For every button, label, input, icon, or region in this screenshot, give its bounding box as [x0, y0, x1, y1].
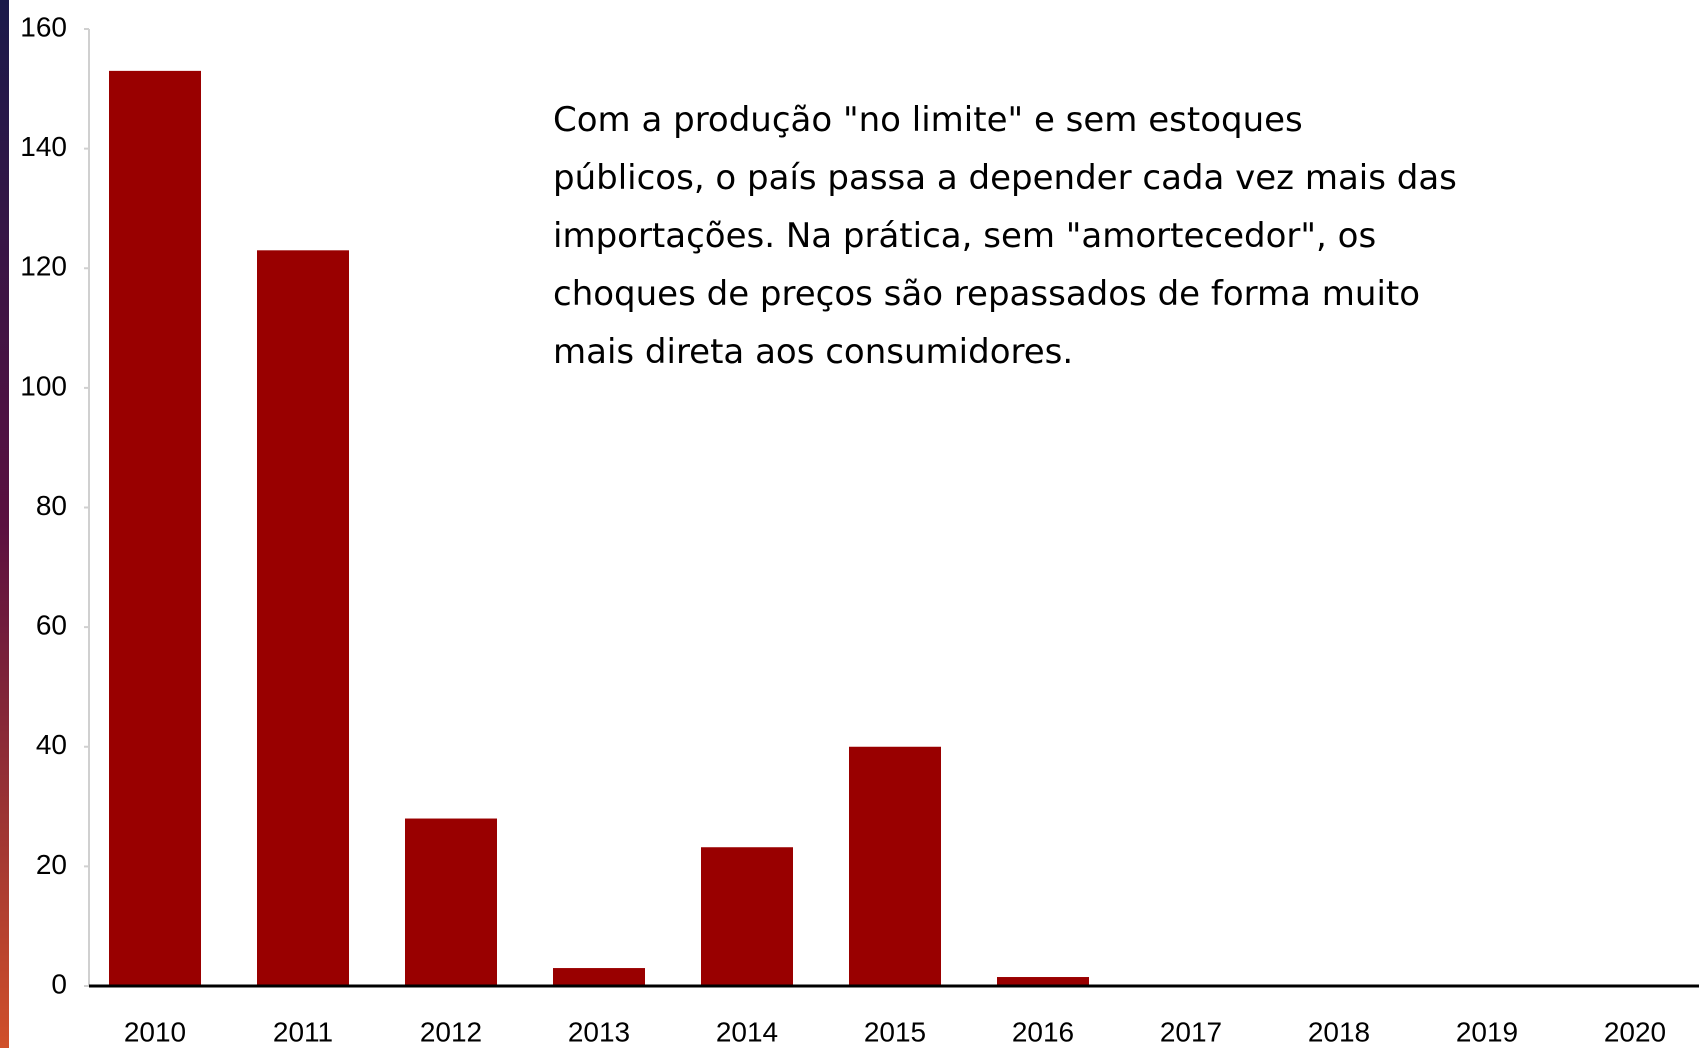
edge-strip [0, 0, 9, 1048]
annotation-line: choques de preços são repassados de form… [553, 274, 1420, 314]
bar [701, 847, 793, 986]
bar [109, 70, 201, 986]
y-tick-label: 140 [20, 131, 67, 162]
x-tick-label: 2013 [568, 1016, 630, 1047]
x-tick-label: 2016 [1012, 1016, 1074, 1047]
annotation-line: Com a produção "no limite" e sem estoque… [553, 100, 1303, 140]
y-tick-label: 40 [36, 729, 67, 760]
x-tick-label: 2015 [864, 1016, 926, 1047]
bar [553, 968, 645, 986]
bar [849, 746, 941, 986]
y-tick-label: 60 [36, 610, 67, 641]
bar [997, 977, 1089, 986]
bar [405, 818, 497, 986]
annotation-line: públicos, o país passa a depender cada v… [553, 158, 1457, 198]
y-tick-label: 0 [51, 968, 67, 999]
y-tick-label: 80 [36, 490, 67, 521]
x-tick-label: 2011 [273, 1016, 333, 1047]
x-tick-label: 2010 [124, 1016, 186, 1047]
bar [257, 250, 349, 986]
x-tick-label: 2012 [420, 1016, 482, 1047]
y-tick-label: 20 [36, 849, 67, 880]
x-tick-label: 2018 [1308, 1016, 1370, 1047]
annotation-line: importações. Na prática, sem "amortecedo… [553, 216, 1376, 256]
annotation-line: mais direta aos consumidores. [553, 332, 1073, 372]
x-tick-label: 2017 [1160, 1016, 1222, 1047]
y-tick-label: 120 [20, 251, 67, 282]
x-tick-label: 2014 [716, 1016, 778, 1047]
x-tick-label: 2020 [1604, 1016, 1666, 1047]
y-tick-label: 100 [20, 370, 67, 401]
x-tick-label: 2019 [1456, 1016, 1518, 1047]
y-tick-label: 160 [20, 11, 67, 42]
